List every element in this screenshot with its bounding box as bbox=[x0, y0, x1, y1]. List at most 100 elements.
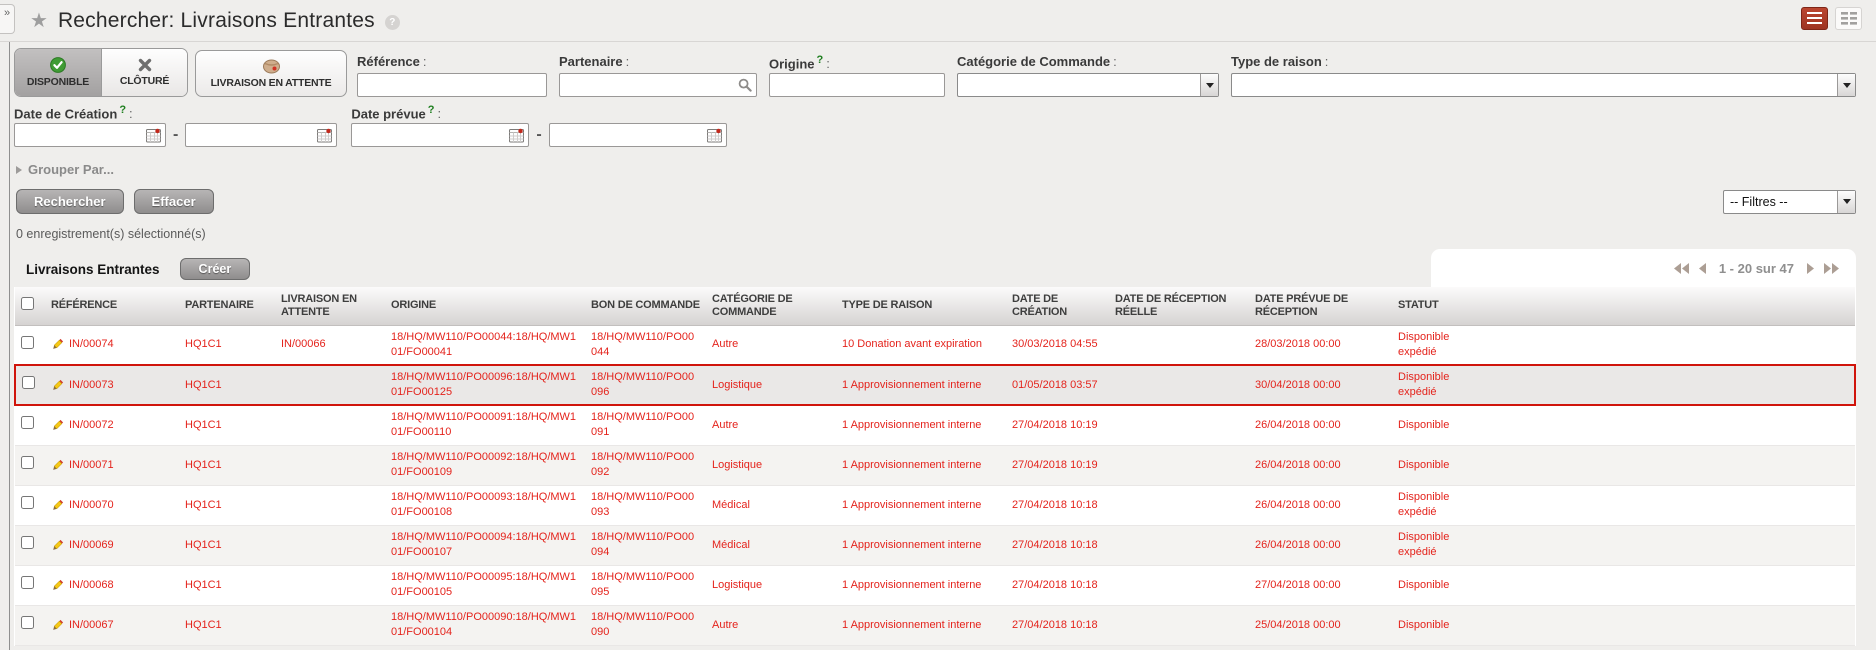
tab-cloture[interactable]: CLÔTURÉ bbox=[101, 49, 187, 96]
cell-reference: IN/00073 bbox=[45, 364, 179, 406]
tab-disponible[interactable]: DISPONIBLE bbox=[15, 49, 101, 96]
reference-link[interactable]: IN/00072 bbox=[69, 418, 114, 431]
row-checkbox[interactable] bbox=[21, 416, 34, 430]
group-by-toggle[interactable]: Grouper Par... bbox=[16, 162, 1856, 177]
column-header-7[interactable]: DATE DE CRÉATION bbox=[1006, 287, 1109, 326]
create-button[interactable]: Créer bbox=[179, 258, 251, 280]
date-created-to-input[interactable] bbox=[186, 124, 318, 146]
reference-link[interactable]: IN/00074 bbox=[69, 338, 114, 351]
last-page-icon[interactable] bbox=[1823, 262, 1840, 274]
cell-status: Disponible bbox=[1392, 605, 1855, 646]
cell-status: Disponible expédié bbox=[1392, 525, 1855, 566]
cell-pending-shipment bbox=[275, 405, 385, 446]
row-select-cell bbox=[15, 605, 45, 646]
table-row[interactable]: IN/00073 HQ1C1 18/HQ/MW110/PO00096:18/HQ/M… bbox=[14, 364, 1856, 406]
table-row[interactable]: IN/00069 HQ1C1 18/HQ/MW110/PO00094:18/HQ/M… bbox=[15, 525, 1855, 566]
cell-reason-type: 1 Approvisionnement interne bbox=[836, 405, 1006, 446]
grid-view-icon[interactable] bbox=[1835, 7, 1862, 30]
row-checkbox[interactable] bbox=[21, 496, 34, 510]
main-content: DISPONIBLE CLÔTURÉ LIVRAISON EN ATTENTE … bbox=[9, 42, 1876, 650]
cell-expected-receipt-date: 27/04/2018 00:00 bbox=[1249, 565, 1392, 606]
column-header-0[interactable]: RÉFÉRENCE bbox=[45, 287, 179, 326]
cell-expected-receipt-date: 26/04/2018 00:00 bbox=[1249, 445, 1392, 486]
edit-pencil-icon[interactable] bbox=[51, 619, 64, 632]
filters-dropdown[interactable]: -- Filtres -- bbox=[1723, 189, 1856, 214]
reference-link[interactable]: IN/00068 bbox=[69, 578, 114, 591]
date-created-from-input[interactable] bbox=[15, 124, 146, 146]
edit-pencil-icon[interactable] bbox=[51, 579, 64, 592]
table-row[interactable]: IN/00068 HQ1C1 18/HQ/MW110/PO00095:18/HQ/M… bbox=[15, 565, 1855, 606]
column-header-4[interactable]: BON DE COMMANDE bbox=[585, 287, 706, 326]
edit-pencil-icon[interactable] bbox=[51, 499, 64, 512]
list-view-icon[interactable] bbox=[1801, 7, 1828, 30]
date-expected-from-input[interactable] bbox=[352, 124, 510, 146]
order-category-select[interactable] bbox=[957, 73, 1219, 97]
edit-pencil-icon[interactable] bbox=[51, 459, 64, 472]
row-checkbox[interactable] bbox=[21, 456, 34, 470]
table-row[interactable]: IN/00071 HQ1C1 18/HQ/MW110/PO00092:18/HQ/M… bbox=[15, 445, 1855, 486]
row-checkbox[interactable] bbox=[21, 335, 34, 349]
table-row[interactable]: IN/00074 HQ1C1 IN/00066 18/HQ/MW110/PO00044… bbox=[15, 325, 1855, 366]
favorite-star-icon[interactable]: ★ bbox=[30, 9, 48, 32]
edit-pencil-icon[interactable] bbox=[51, 338, 64, 351]
search-button[interactable]: Rechercher bbox=[16, 189, 124, 214]
partner-input[interactable] bbox=[559, 73, 757, 97]
status-tab-group: DISPONIBLE CLÔTURÉ bbox=[14, 48, 188, 97]
date-created-help-icon[interactable]: ? bbox=[119, 104, 127, 116]
edit-pencil-icon[interactable] bbox=[51, 539, 64, 552]
cell-actual-receipt-date bbox=[1109, 605, 1249, 646]
calendar-icon[interactable] bbox=[317, 128, 333, 143]
row-checkbox[interactable] bbox=[21, 616, 34, 630]
select-all-checkbox[interactable] bbox=[21, 297, 34, 311]
row-checkbox[interactable] bbox=[22, 376, 35, 390]
selection-status: 0 enregistrement(s) sélectionné(s) bbox=[16, 227, 206, 241]
tab-livraison-en-attente[interactable]: LIVRAISON EN ATTENTE bbox=[195, 50, 347, 97]
cell-partner: HQ1C1 bbox=[179, 364, 275, 406]
column-header-5[interactable]: CATÉGORIE DE COMMANDE bbox=[706, 287, 836, 326]
prev-page-icon[interactable] bbox=[1698, 262, 1707, 274]
column-header-1[interactable]: PARTENAIRE bbox=[179, 287, 275, 326]
column-header-3[interactable]: ORIGINE bbox=[385, 287, 585, 326]
reference-input[interactable] bbox=[357, 73, 547, 97]
edit-pencil-icon[interactable] bbox=[51, 379, 64, 392]
list-title: Livraisons Entrantes bbox=[26, 261, 160, 277]
calendar-icon[interactable] bbox=[706, 128, 723, 143]
table-row[interactable]: IN/00067 HQ1C1 18/HQ/MW110/PO00090:18/HQ/M… bbox=[15, 605, 1855, 646]
reference-link[interactable]: IN/00069 bbox=[69, 538, 114, 551]
reference-link[interactable]: IN/00070 bbox=[69, 498, 114, 511]
calendar-icon[interactable] bbox=[509, 128, 525, 143]
column-header-9[interactable]: DATE PRÉVUE DE RÉCEPTION bbox=[1249, 287, 1392, 326]
table-row[interactable]: IN/00070 HQ1C1 18/HQ/MW110/PO00093:18/HQ/M… bbox=[15, 485, 1855, 526]
cell-reference: IN/00069 bbox=[45, 525, 179, 566]
package-icon bbox=[262, 59, 280, 73]
clear-button[interactable]: Effacer bbox=[133, 189, 214, 214]
table-row[interactable]: IN/00072 HQ1C1 18/HQ/MW110/PO00091:18/HQ/M… bbox=[15, 405, 1855, 446]
row-checkbox[interactable] bbox=[21, 536, 34, 550]
cell-pending-shipment bbox=[275, 605, 385, 646]
sidebar-expander-icon[interactable]: » bbox=[0, 4, 15, 34]
reference-link[interactable]: IN/00067 bbox=[69, 618, 114, 631]
cell-reference: IN/00072 bbox=[45, 405, 179, 446]
column-header-10[interactable]: STATUT bbox=[1392, 287, 1855, 326]
help-icon[interactable]: ? bbox=[384, 15, 400, 30]
column-header-2[interactable]: LIVRAISON EN ATTENTE bbox=[275, 287, 385, 326]
tab-disponible-label: DISPONIBLE bbox=[26, 76, 90, 88]
column-header-6[interactable]: TYPE DE RAISON bbox=[836, 287, 1006, 326]
reference-link[interactable]: IN/00073 bbox=[69, 378, 114, 391]
date-expected-help-icon[interactable]: ? bbox=[427, 104, 435, 116]
reason-type-select[interactable] bbox=[1231, 73, 1856, 97]
date-expected-to-input[interactable] bbox=[549, 124, 707, 146]
calendar-icon[interactable] bbox=[146, 128, 162, 143]
origin-help-icon[interactable]: ? bbox=[816, 54, 824, 66]
cell-origin: 18/HQ/MW110/PO00090:18/HQ/MW101/FO00104 bbox=[385, 605, 585, 646]
cell-order-category: Autre bbox=[706, 405, 836, 446]
edit-pencil-icon[interactable] bbox=[51, 419, 64, 432]
row-select-cell bbox=[15, 405, 45, 446]
next-page-icon[interactable] bbox=[1806, 262, 1815, 274]
first-page-icon[interactable] bbox=[1673, 262, 1690, 274]
row-checkbox[interactable] bbox=[21, 576, 34, 590]
reference-link[interactable]: IN/00071 bbox=[69, 458, 114, 471]
origin-input[interactable] bbox=[769, 73, 945, 97]
column-header-8[interactable]: DATE DE RÉCEPTION RÉELLE bbox=[1109, 287, 1249, 326]
cell-reason-type: 10 Donation avant expiration bbox=[836, 325, 1006, 366]
